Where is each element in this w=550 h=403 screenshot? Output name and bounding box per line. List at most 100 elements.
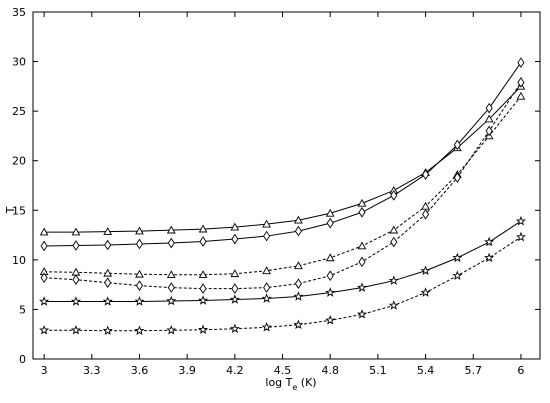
data-point-diamond <box>358 206 366 218</box>
data-point-triangle <box>294 261 303 270</box>
x-tick-label: 3.3 <box>83 364 101 377</box>
data-point-star <box>484 252 495 263</box>
data-point-diamond <box>326 217 334 229</box>
data-point-diamond <box>263 282 271 293</box>
data-point-star <box>388 300 399 310</box>
data-point-diamond <box>485 102 493 114</box>
data-point-diamond <box>326 270 334 282</box>
data-point-diamond <box>390 236 398 248</box>
y-tick-label: 35 <box>12 6 26 19</box>
y-tick-label: 10 <box>12 254 26 267</box>
data-point-diamond <box>72 274 80 285</box>
data-point-triangle <box>103 268 113 277</box>
data-point-diamond <box>294 278 302 289</box>
data-point-diamond <box>453 172 461 183</box>
data-point-triangle <box>230 269 240 278</box>
data-point-diamond <box>72 240 80 251</box>
y-tick-label: 30 <box>12 56 26 69</box>
series-group <box>39 57 526 336</box>
data-point-star <box>484 236 495 247</box>
data-point-triangle <box>135 269 144 278</box>
plot-frame <box>32 11 541 360</box>
x-tick-label: 3.6 <box>131 364 149 377</box>
x-tick-label: 5.1 <box>369 364 387 377</box>
data-point-star <box>515 231 526 242</box>
data-point-triangle <box>516 91 526 100</box>
series-3 <box>39 91 526 279</box>
data-point-diamond <box>390 190 398 201</box>
y-tick-label: 5 <box>19 303 26 316</box>
data-point-diamond <box>358 256 366 268</box>
tick-labels: 3 3.3 3.6 3.9 4.2 4.5 4.8 5.1 5.4 5.7 6 0 5 10 15 20 25 3… <box>12 6 524 377</box>
data-point-diamond <box>40 272 48 284</box>
data-point-diamond <box>231 283 239 294</box>
x-tick-label: 4.2 <box>226 364 244 377</box>
x-axis-title-sub: e <box>292 383 297 392</box>
x-tick-label: 3.9 <box>178 364 196 377</box>
axis-ticks <box>33 11 540 360</box>
data-point-star <box>388 275 399 285</box>
data-point-star <box>420 287 431 297</box>
data-point-star <box>166 295 177 306</box>
data-point-diamond <box>294 225 302 237</box>
x-tick-label: 3 <box>41 364 48 377</box>
data-point-diamond <box>263 230 271 242</box>
series-line <box>44 95 522 276</box>
data-point-star <box>452 270 463 280</box>
data-point-diamond <box>167 237 175 249</box>
x-tick-label: 5.7 <box>464 364 482 377</box>
data-point-star <box>166 324 177 335</box>
data-point-triangle <box>325 253 335 262</box>
data-point-triangle <box>294 215 303 224</box>
y-axis-title: T <box>4 206 17 214</box>
data-point-diamond <box>199 283 207 294</box>
x-axis-title-unit: (K) <box>297 376 316 389</box>
data-point-triangle <box>71 267 81 276</box>
series-1 <box>39 81 526 236</box>
data-point-triangle <box>166 270 176 279</box>
series-line <box>44 62 522 247</box>
data-point-diamond <box>40 240 48 252</box>
plot-area-border <box>32 11 541 360</box>
data-point-diamond <box>453 139 461 151</box>
data-point-triangle <box>357 198 367 207</box>
series-line <box>44 220 522 302</box>
data-point-triangle <box>389 225 399 234</box>
data-point-star <box>198 324 209 335</box>
data-point-star <box>102 325 113 336</box>
series-5 <box>39 215 526 306</box>
data-point-diamond <box>167 282 175 293</box>
data-point-star <box>134 296 145 306</box>
data-point-diamond <box>517 57 525 68</box>
data-point-diamond <box>422 208 430 220</box>
data-point-diamond <box>135 280 144 291</box>
data-point-star <box>420 265 431 276</box>
data-point-triangle <box>198 270 208 279</box>
x-tick-label: 4.8 <box>321 364 339 377</box>
data-point-star <box>356 282 368 292</box>
data-point-diamond <box>135 238 144 250</box>
data-point-triangle <box>262 266 271 275</box>
data-point-triangle <box>262 219 271 228</box>
data-point-triangle <box>325 208 335 217</box>
series-line <box>44 86 522 233</box>
data-point-star <box>39 324 50 335</box>
data-point-star <box>452 252 463 263</box>
data-point-triangle <box>166 225 176 234</box>
data-point-triangle <box>230 222 240 231</box>
data-point-star <box>293 319 304 330</box>
data-point-star <box>39 296 50 306</box>
data-point-triangle <box>39 227 49 236</box>
x-axis-title: log Te (K) <box>265 376 316 392</box>
data-point-star <box>229 323 240 334</box>
data-point-triangle <box>198 224 208 233</box>
data-point-triangle <box>484 114 494 123</box>
data-point-diamond <box>199 236 207 247</box>
data-point-star <box>356 309 368 319</box>
data-point-star <box>261 293 272 303</box>
x-axis-title-main: log T <box>265 376 292 389</box>
data-point-diamond <box>104 277 112 288</box>
data-point-diamond <box>104 239 112 251</box>
data-point-star <box>70 324 81 335</box>
